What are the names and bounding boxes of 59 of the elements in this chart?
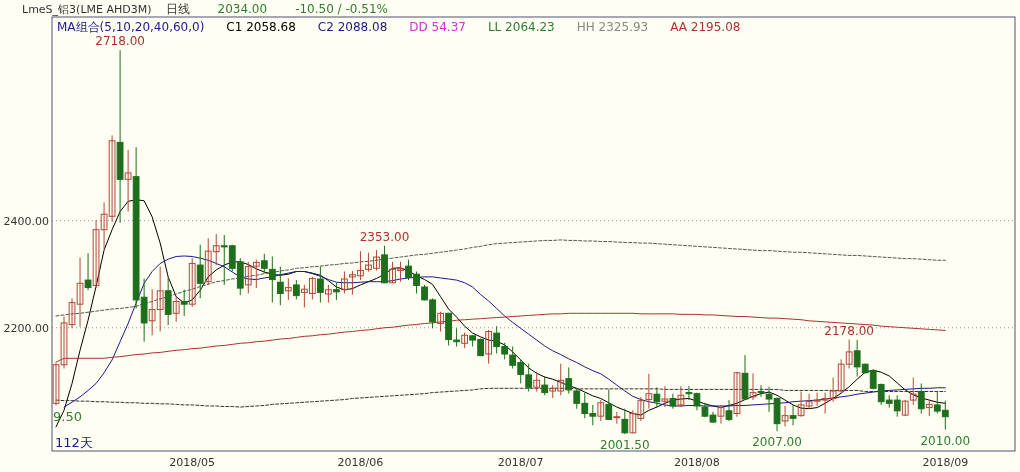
text: -10.50 / -0.51% (295, 2, 388, 16)
annotation: 2001.50 (600, 438, 650, 453)
candlestick (180, 289, 188, 317)
candlestick (172, 296, 180, 323)
x-tick-label: 2018/09 (922, 456, 969, 469)
candlestick (124, 149, 132, 212)
y-tick-label: 2200.00 (3, 321, 49, 335)
annotation: 2007.00 (752, 435, 802, 450)
candlestick (781, 405, 789, 427)
candlestick (597, 399, 605, 422)
candlestick (485, 329, 493, 365)
candlestick (84, 252, 92, 291)
candlestick (317, 266, 324, 304)
candlestick (733, 371, 741, 418)
candlestick (789, 404, 797, 426)
text: 2034.00 (217, 2, 268, 16)
candlestick (541, 375, 549, 396)
candlestick (645, 373, 653, 410)
candlestick (717, 404, 725, 425)
candlestick (260, 253, 268, 274)
candlestick (276, 266, 284, 306)
annotation: 2718.00 (95, 34, 145, 49)
candlestick (268, 256, 276, 304)
candlestick (917, 382, 925, 414)
candlestick (677, 385, 685, 408)
annotation: 112天 (55, 435, 93, 450)
candlestick (188, 257, 196, 308)
annotation: C1 2058.68 (226, 20, 296, 34)
annotation: 2178.00 (824, 323, 874, 338)
candlestick (292, 279, 300, 300)
candlestick (164, 276, 172, 326)
candlestick (341, 271, 348, 294)
y-tick-label: 2400.00 (3, 214, 49, 228)
candlestick (725, 399, 733, 422)
x-tick-label: 2018/08 (674, 456, 720, 469)
candlestick (196, 244, 204, 299)
annotation: C2 2088.08 (317, 20, 388, 34)
candlestick (621, 408, 629, 435)
annotation: MA组合(5,10,20,40,60,0) (57, 20, 205, 34)
candlestick (749, 372, 757, 401)
x-tick-label: 2018/05 (169, 456, 216, 469)
candlestick (757, 384, 765, 398)
annotation: 2353.00 (359, 229, 410, 244)
annotation: DD 54.37 (409, 20, 466, 34)
candlestick (661, 385, 669, 408)
candlestick (284, 277, 292, 301)
annotation: LL 2064.23 (487, 20, 555, 34)
candlestick (653, 386, 661, 409)
annotation: HH 2325.93 (576, 20, 649, 34)
candlestick (605, 388, 613, 421)
candlestick (437, 311, 444, 333)
chart-title: LmeS_铝3(LME AHD3M) (22, 3, 152, 16)
candlestick (533, 371, 541, 393)
chart-subtitle: 日线 (165, 2, 190, 16)
x-tick-label: 2018/06 (337, 456, 384, 469)
annotation: AA 2195.08 (670, 20, 741, 34)
x-tick-label: 2018/07 (497, 456, 544, 469)
candlestick (909, 377, 917, 406)
annotation: 2010.00 (920, 433, 971, 448)
